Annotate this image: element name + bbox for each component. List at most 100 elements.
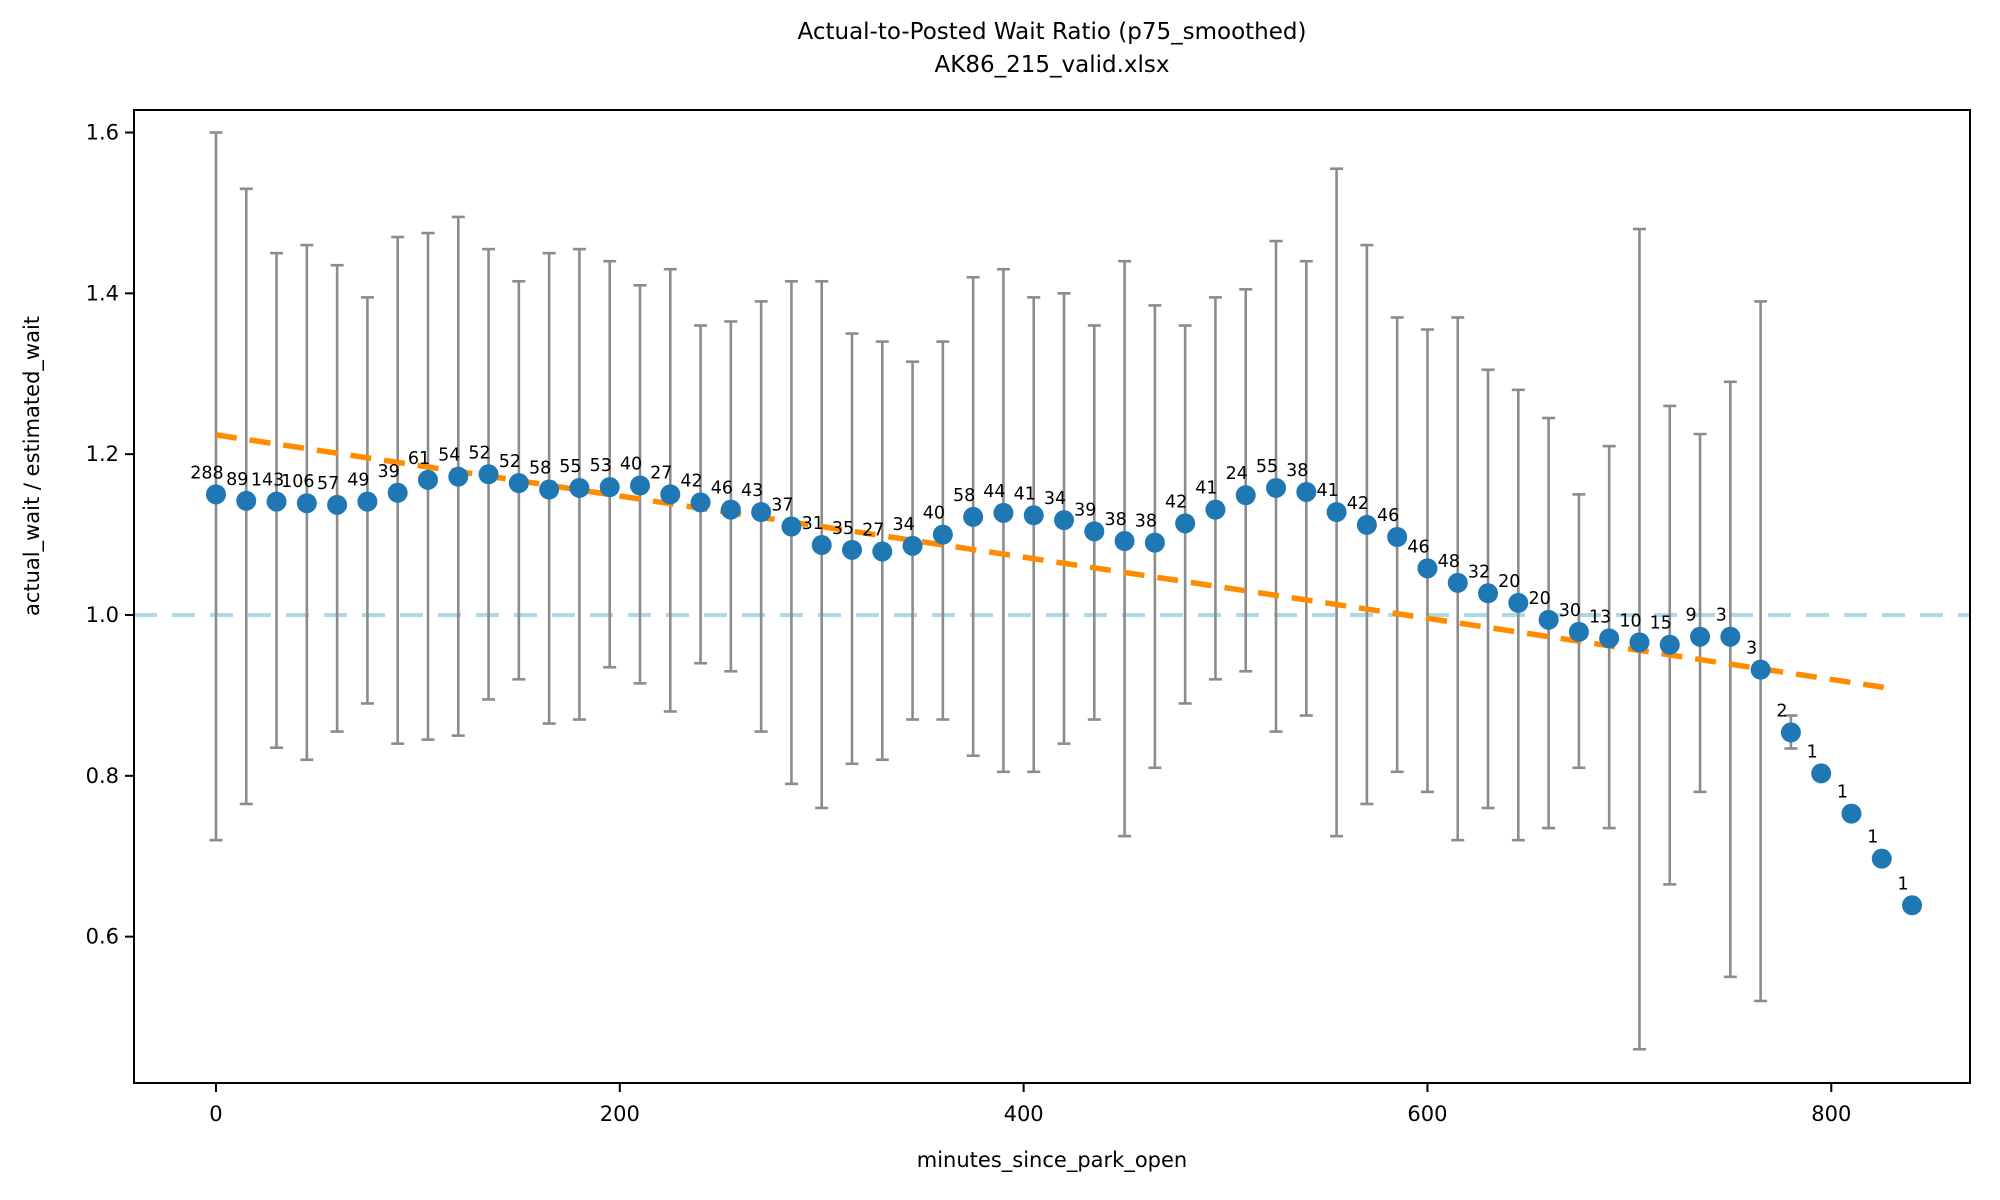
data-point (629, 475, 650, 496)
data-point (1144, 532, 1165, 553)
data-point (781, 516, 802, 537)
count-label: 2 (1776, 701, 1787, 721)
data-point (1417, 558, 1438, 579)
data-point (478, 464, 499, 485)
data-point (508, 473, 529, 494)
data-point (902, 535, 923, 556)
data-point (1356, 514, 1377, 535)
count-label: 15 (1650, 614, 1672, 634)
data-point (1205, 499, 1226, 520)
error-bars (209, 131, 1798, 1051)
data-point (417, 469, 438, 490)
count-label: 42 (680, 471, 702, 491)
count-label: 55 (1256, 457, 1278, 477)
count-label: 89 (226, 470, 248, 490)
x-tick-label: 200 (600, 1102, 640, 1126)
count-label: 13 (1589, 607, 1611, 627)
data-point (1690, 626, 1711, 647)
count-label: 288 (190, 463, 223, 483)
count-label: 61 (408, 449, 430, 469)
data-point (720, 499, 741, 520)
count-label: 38 (1286, 461, 1308, 481)
data-point (1175, 513, 1196, 534)
data-point (1841, 803, 1862, 824)
count-label: 44 (983, 482, 1005, 502)
data-point (357, 491, 378, 512)
data-point (539, 479, 560, 500)
count-label: 41 (1195, 479, 1217, 499)
x-tick-label: 800 (1811, 1102, 1851, 1126)
count-label: 37 (771, 496, 793, 516)
data-point (872, 541, 893, 562)
data-point (236, 490, 257, 511)
scatter-points (205, 464, 1923, 916)
count-label: 35 (832, 519, 854, 539)
count-label: 24 (1226, 464, 1248, 484)
count-label: 39 (1074, 500, 1096, 520)
data-point (1811, 763, 1832, 784)
data-point (1447, 572, 1468, 593)
data-point (296, 493, 317, 514)
count-label: 48 (1438, 552, 1460, 572)
count-label: 32 (1468, 562, 1490, 582)
count-label: 3 (1716, 606, 1727, 626)
data-point (1296, 481, 1317, 502)
count-label: 34 (892, 515, 914, 535)
count-label: 10 (1619, 611, 1641, 631)
data-point (1871, 848, 1892, 869)
data-point (569, 477, 590, 498)
count-label: 42 (1347, 494, 1369, 514)
data-point (1266, 477, 1287, 498)
data-point (387, 482, 408, 503)
count-label: 1 (1867, 828, 1878, 848)
y-tick-label: 1.2 (86, 442, 119, 466)
y-axis: 0.6 0.8 1.0 1.2 1.4 1.6 (86, 121, 134, 949)
count-label: 49 (347, 471, 369, 491)
data-point (1538, 609, 1559, 630)
plot-border (133, 109, 1971, 1084)
y-tick-label: 1.0 (86, 603, 119, 627)
data-point (205, 484, 226, 505)
count-label: 52 (499, 452, 521, 472)
count-label: 55 (559, 457, 581, 477)
count-label: 43 (741, 481, 763, 501)
count-label: 57 (317, 474, 339, 494)
data-point (1326, 502, 1347, 523)
x-tick-label: 600 (1407, 1102, 1447, 1126)
count-label: 143 (251, 471, 284, 491)
count-label: 53 (590, 456, 612, 476)
count-label: 34 (1044, 489, 1066, 509)
data-point (327, 494, 348, 515)
data-point (963, 506, 984, 527)
data-point (1508, 592, 1529, 613)
count-label: 52 (468, 443, 490, 463)
data-point (1084, 521, 1105, 542)
data-point (1659, 634, 1680, 655)
count-label: 1 (1897, 874, 1908, 894)
count-label: 41 (1014, 484, 1036, 504)
count-label: 54 (438, 446, 460, 466)
x-axis: 0 200 400 600 800 (209, 1083, 1851, 1126)
data-point (842, 539, 863, 560)
data-point (1023, 505, 1044, 526)
chart-subtitle: AK86_215_valid.xlsx (934, 52, 1170, 79)
data-point (1780, 722, 1801, 743)
count-label: 58 (529, 459, 551, 479)
data-point (1902, 895, 1923, 916)
data-point (1478, 583, 1499, 604)
count-label: 3 (1746, 639, 1757, 659)
y-tick-label: 0.8 (86, 764, 119, 788)
y-tick-label: 1.4 (86, 281, 119, 305)
count-label: 31 (802, 514, 824, 534)
data-point (1750, 659, 1771, 680)
x-axis-label: minutes_since_park_open (916, 1148, 1188, 1172)
count-label: 46 (1377, 506, 1399, 526)
data-point (1114, 531, 1135, 552)
data-point (993, 502, 1014, 523)
count-label: 38 (1104, 510, 1126, 530)
data-point (751, 502, 772, 523)
count-label: 1 (1807, 742, 1818, 762)
data-point (1568, 621, 1589, 642)
count-label: 46 (711, 479, 733, 499)
